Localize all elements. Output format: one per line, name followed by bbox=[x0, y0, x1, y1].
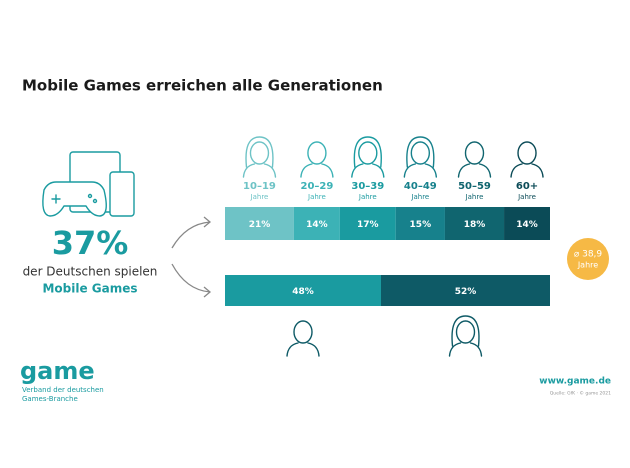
age-unit: Jahre bbox=[358, 193, 377, 201]
age-label: 20–29 bbox=[300, 181, 333, 192]
age-unit: Jahre bbox=[465, 193, 484, 201]
shoulders bbox=[300, 163, 334, 178]
shoulders bbox=[457, 163, 492, 178]
share-text-bold: Mobile Games bbox=[42, 282, 137, 296]
shoulders bbox=[242, 163, 277, 178]
logo: game bbox=[20, 357, 95, 385]
person-icon bbox=[351, 136, 385, 178]
share-headline: 37% bbox=[52, 224, 129, 262]
value-label: 52% bbox=[455, 287, 477, 297]
age-unit: Jahre bbox=[307, 193, 326, 201]
bar-segment bbox=[293, 207, 340, 240]
url: www.game.de bbox=[539, 377, 611, 387]
head bbox=[517, 141, 537, 165]
hair bbox=[451, 315, 480, 347]
value-label: 18% bbox=[464, 220, 486, 230]
head bbox=[249, 141, 270, 165]
source: Quelle: GfK · © game 2021 bbox=[550, 390, 611, 397]
org-line: Verband der deutschen bbox=[22, 386, 104, 394]
bar-segment bbox=[381, 275, 550, 306]
head bbox=[293, 320, 313, 344]
age-label: 10–19 bbox=[243, 181, 276, 192]
average-unit: Jahre bbox=[577, 261, 598, 270]
person-icon bbox=[242, 136, 277, 178]
shoulders bbox=[510, 163, 544, 178]
value-label: 48% bbox=[292, 287, 314, 297]
person-icon bbox=[448, 315, 483, 357]
average-badge bbox=[567, 238, 609, 280]
person-icon bbox=[300, 141, 334, 178]
devices-icon bbox=[42, 151, 135, 217]
shoulders bbox=[286, 342, 320, 357]
head bbox=[455, 320, 476, 344]
hair bbox=[353, 136, 382, 168]
age-unit: Jahre bbox=[517, 193, 536, 201]
average-age: ⌀ 38,9 bbox=[574, 250, 603, 260]
person-icon bbox=[457, 141, 492, 178]
value-label: 21% bbox=[249, 220, 271, 230]
head bbox=[410, 141, 431, 165]
shoulders bbox=[351, 163, 385, 178]
person-icon bbox=[403, 136, 438, 178]
title: Mobile Games erreichen alle Generationen bbox=[22, 77, 383, 95]
age-label: 30–39 bbox=[351, 181, 384, 192]
head bbox=[358, 141, 378, 165]
value-label: 15% bbox=[410, 220, 432, 230]
value-label: 17% bbox=[357, 220, 379, 230]
person-icon bbox=[510, 141, 544, 178]
hair bbox=[406, 136, 435, 168]
age-label: 40–49 bbox=[404, 181, 437, 192]
age-unit: Jahre bbox=[250, 193, 269, 201]
hair bbox=[245, 136, 274, 168]
bar-segment bbox=[339, 207, 396, 240]
value-label: 14% bbox=[516, 220, 538, 230]
arrows bbox=[171, 216, 212, 298]
head bbox=[464, 141, 485, 165]
org-line: Games-Branche bbox=[22, 395, 78, 403]
shoulders bbox=[448, 342, 483, 357]
bar-segment bbox=[225, 207, 294, 240]
bar-segment bbox=[444, 207, 505, 240]
value-label: 14% bbox=[306, 220, 328, 230]
age-label: 50–59 bbox=[458, 181, 491, 192]
head bbox=[307, 141, 327, 165]
bar-segment bbox=[504, 207, 550, 240]
person-icon bbox=[286, 320, 320, 357]
age-label: 60+ bbox=[516, 181, 538, 192]
shoulders bbox=[403, 163, 438, 178]
share-text: der Deutschen spielen bbox=[23, 265, 158, 279]
bar-segment bbox=[225, 275, 381, 306]
age-unit: Jahre bbox=[410, 193, 429, 201]
bar-segment bbox=[395, 207, 445, 240]
